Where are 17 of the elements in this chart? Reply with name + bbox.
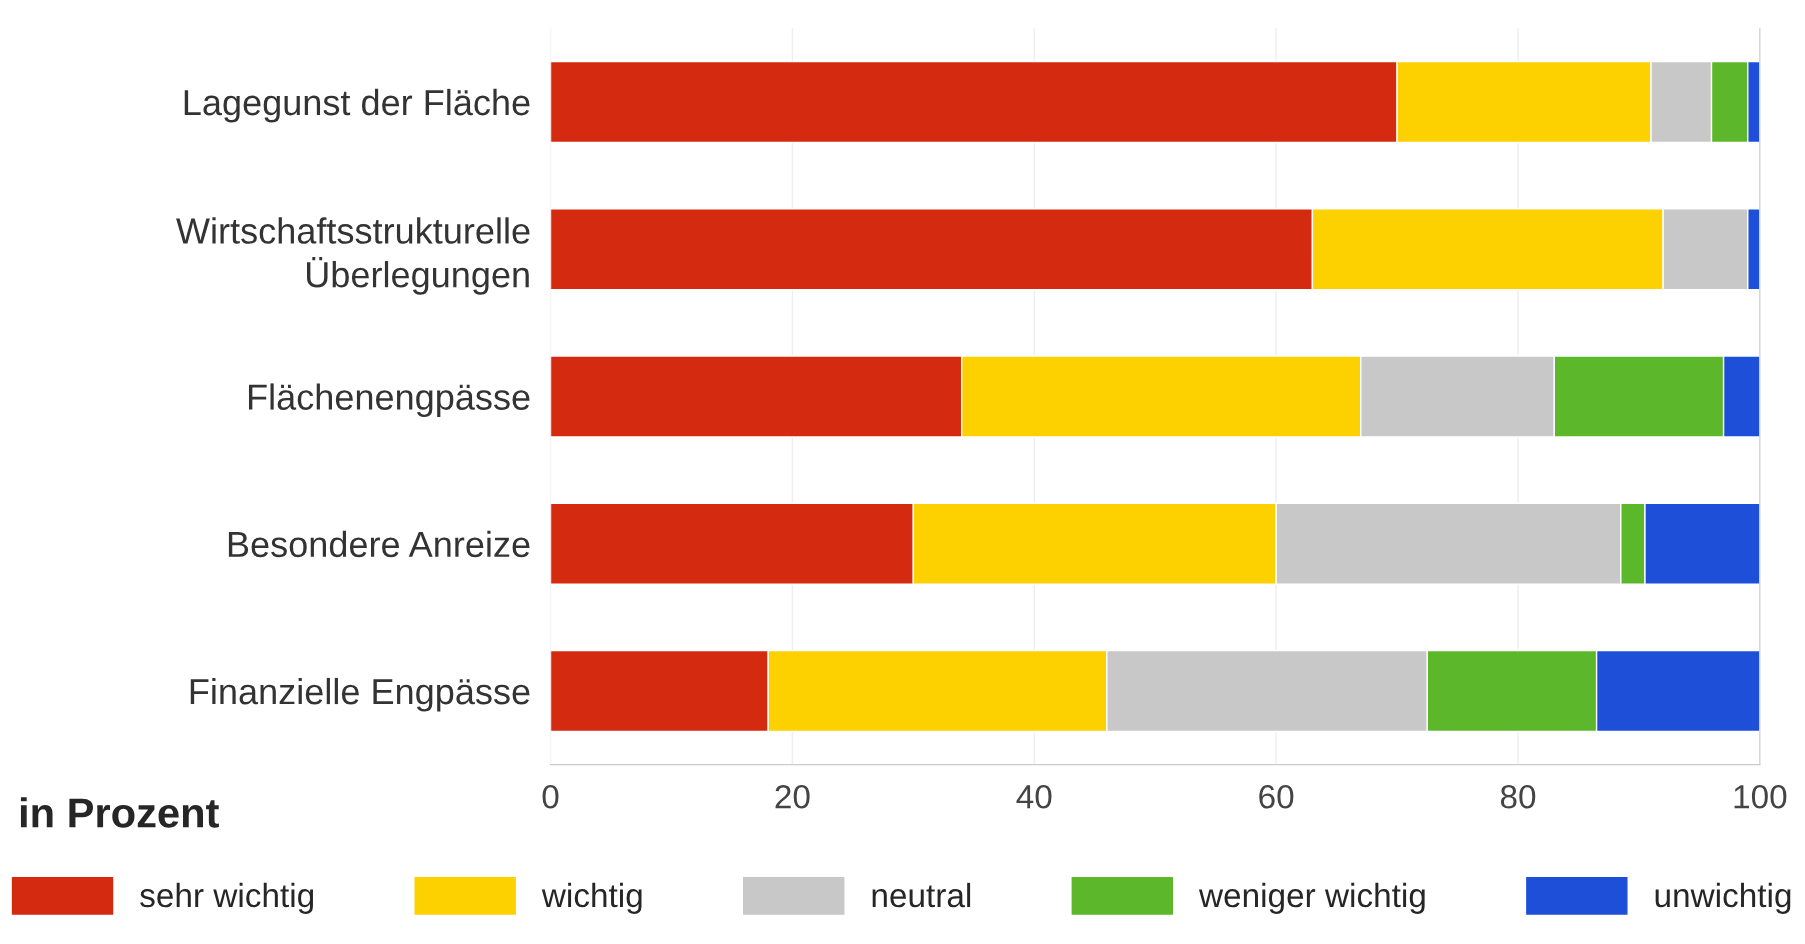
legend-label: unwichtig (1655, 882, 1791, 914)
legend-label: wichtig (541, 882, 642, 914)
x-tick-label: 60 (1259, 784, 1294, 809)
legend-label: neutral (872, 882, 971, 908)
x-tick-label: 100 (1734, 784, 1787, 809)
legend-label: sehr wichtig (140, 882, 314, 914)
y-tick-label: Wirtschaftsstrukturelle Überlegungen (176, 217, 530, 295)
y-tick-label: Finanzielle Engpässe (190, 677, 530, 712)
y-tick-label: Lagegunst der Fläche (184, 88, 530, 123)
y-tick-label: Flächenengpässe (248, 383, 530, 418)
text: in Prozent (20, 797, 219, 828)
x-tick-label: 0 (542, 784, 559, 809)
x-tick-label: 80 (1500, 784, 1536, 809)
y-tick-label: Besondere Anreize (228, 530, 530, 558)
x-tick-label: 20 (775, 784, 810, 809)
x-tick-label: 40 (1016, 784, 1052, 809)
legend-label: weniger wichtig (1198, 882, 1425, 914)
